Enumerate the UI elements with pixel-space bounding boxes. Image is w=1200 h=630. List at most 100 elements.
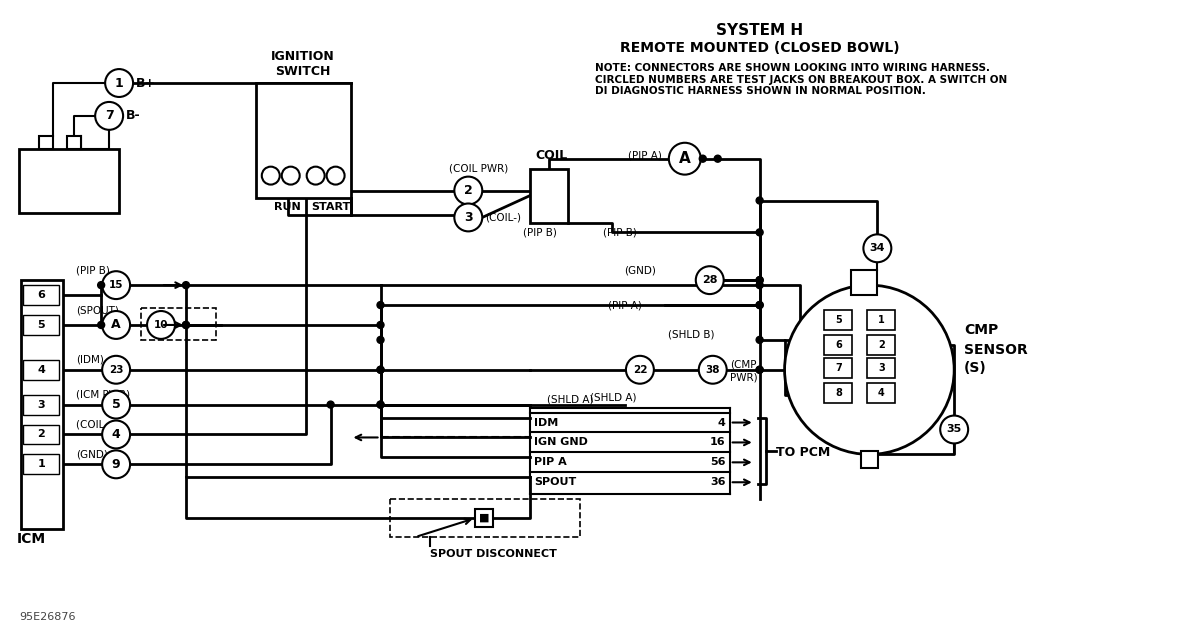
Circle shape xyxy=(756,336,763,343)
Text: (IDM): (IDM) xyxy=(77,355,104,365)
Circle shape xyxy=(377,321,384,328)
FancyBboxPatch shape xyxy=(23,315,59,335)
Text: BATTERY: BATTERY xyxy=(38,186,101,199)
Circle shape xyxy=(282,167,300,185)
Text: NOTE: CONNECTORS ARE SHOWN LOOKING INTO WIRING HARNESS.
CIRCLED NUMBERS ARE TEST: NOTE: CONNECTORS ARE SHOWN LOOKING INTO … xyxy=(595,63,1007,96)
Text: (COIL-): (COIL-) xyxy=(485,212,521,222)
Text: 4: 4 xyxy=(878,387,884,398)
FancyBboxPatch shape xyxy=(23,454,59,474)
Circle shape xyxy=(182,282,190,289)
Circle shape xyxy=(377,366,384,373)
Circle shape xyxy=(756,282,763,289)
Text: CMP: CMP xyxy=(964,323,998,337)
Text: 15: 15 xyxy=(109,280,124,290)
Text: (GND): (GND) xyxy=(624,265,656,275)
Circle shape xyxy=(377,302,384,309)
Text: A: A xyxy=(679,151,691,166)
Circle shape xyxy=(377,336,384,343)
Text: SYSTEM H: SYSTEM H xyxy=(716,23,803,38)
Text: 2: 2 xyxy=(878,340,884,350)
Circle shape xyxy=(97,282,104,289)
FancyBboxPatch shape xyxy=(868,358,895,378)
Text: RUN: RUN xyxy=(275,202,301,212)
Text: 4: 4 xyxy=(718,418,726,428)
Text: 8: 8 xyxy=(835,387,842,398)
Circle shape xyxy=(95,102,124,130)
FancyBboxPatch shape xyxy=(23,425,59,444)
Text: 28: 28 xyxy=(702,275,718,285)
FancyBboxPatch shape xyxy=(868,335,895,355)
Circle shape xyxy=(455,176,482,205)
Text: (SHLD A): (SHLD A) xyxy=(590,392,636,403)
Circle shape xyxy=(756,229,763,236)
Text: (SHLD A): (SHLD A) xyxy=(547,394,593,404)
Text: 16: 16 xyxy=(710,437,726,447)
Text: (COIL -): (COIL -) xyxy=(77,420,115,430)
Text: VEHICLE: VEHICLE xyxy=(40,169,98,182)
Text: SPOUT DISCONNECT: SPOUT DISCONNECT xyxy=(431,549,557,559)
FancyBboxPatch shape xyxy=(23,394,59,415)
Text: 95E26876: 95E26876 xyxy=(19,612,76,622)
Circle shape xyxy=(756,277,763,284)
Text: SPOUT: SPOUT xyxy=(534,478,576,487)
FancyBboxPatch shape xyxy=(23,285,59,305)
FancyBboxPatch shape xyxy=(256,83,350,198)
Text: (COIL PWR): (COIL PWR) xyxy=(449,164,508,174)
Text: 6: 6 xyxy=(835,340,842,350)
Circle shape xyxy=(756,197,763,204)
Text: 5: 5 xyxy=(835,315,842,325)
Text: PWR): PWR) xyxy=(730,373,757,382)
Text: 2: 2 xyxy=(464,184,473,197)
Text: (CMP: (CMP xyxy=(730,360,756,370)
Text: IGNITION: IGNITION xyxy=(271,50,335,62)
Text: (SHLD B): (SHLD B) xyxy=(668,330,715,340)
Text: 3: 3 xyxy=(878,363,884,373)
Text: 5: 5 xyxy=(112,398,120,411)
Text: A: A xyxy=(112,318,121,331)
FancyBboxPatch shape xyxy=(40,136,53,149)
FancyBboxPatch shape xyxy=(868,382,895,403)
FancyBboxPatch shape xyxy=(824,382,852,403)
Circle shape xyxy=(377,401,384,408)
Circle shape xyxy=(756,302,763,309)
Text: SENSOR: SENSOR xyxy=(964,343,1028,357)
Circle shape xyxy=(102,450,130,478)
Text: COIL: COIL xyxy=(535,149,568,162)
FancyBboxPatch shape xyxy=(824,310,852,330)
Circle shape xyxy=(102,271,130,299)
Circle shape xyxy=(698,356,727,384)
Circle shape xyxy=(148,311,175,339)
Circle shape xyxy=(941,416,968,444)
Text: (ICM PWR): (ICM PWR) xyxy=(77,389,131,399)
FancyBboxPatch shape xyxy=(19,149,119,214)
Circle shape xyxy=(102,391,130,418)
Circle shape xyxy=(756,302,763,309)
Text: ICM: ICM xyxy=(17,532,46,546)
Text: 10: 10 xyxy=(154,320,168,330)
FancyBboxPatch shape xyxy=(67,136,82,149)
Text: 35: 35 xyxy=(947,425,962,435)
Circle shape xyxy=(102,421,130,449)
Circle shape xyxy=(714,155,721,162)
Text: IGN GND: IGN GND xyxy=(534,437,588,447)
Text: 1: 1 xyxy=(37,459,46,469)
Text: (PIP A): (PIP A) xyxy=(628,151,662,161)
Circle shape xyxy=(696,266,724,294)
Circle shape xyxy=(182,321,190,328)
Text: 34: 34 xyxy=(870,243,886,253)
Circle shape xyxy=(668,143,701,175)
Circle shape xyxy=(102,356,130,384)
Text: (PIP A): (PIP A) xyxy=(608,300,642,310)
Text: (PIP B): (PIP B) xyxy=(604,227,637,238)
Text: B+: B+ xyxy=(136,76,156,89)
Text: 22: 22 xyxy=(632,365,647,375)
Text: 56: 56 xyxy=(710,457,726,467)
Circle shape xyxy=(326,167,344,185)
Circle shape xyxy=(307,167,325,185)
Text: 36: 36 xyxy=(710,478,726,487)
Text: START: START xyxy=(311,202,350,212)
Text: (S): (S) xyxy=(964,361,986,375)
Text: (PIP B): (PIP B) xyxy=(77,265,110,275)
Text: (PIP B): (PIP B) xyxy=(523,227,557,238)
Circle shape xyxy=(756,277,763,284)
